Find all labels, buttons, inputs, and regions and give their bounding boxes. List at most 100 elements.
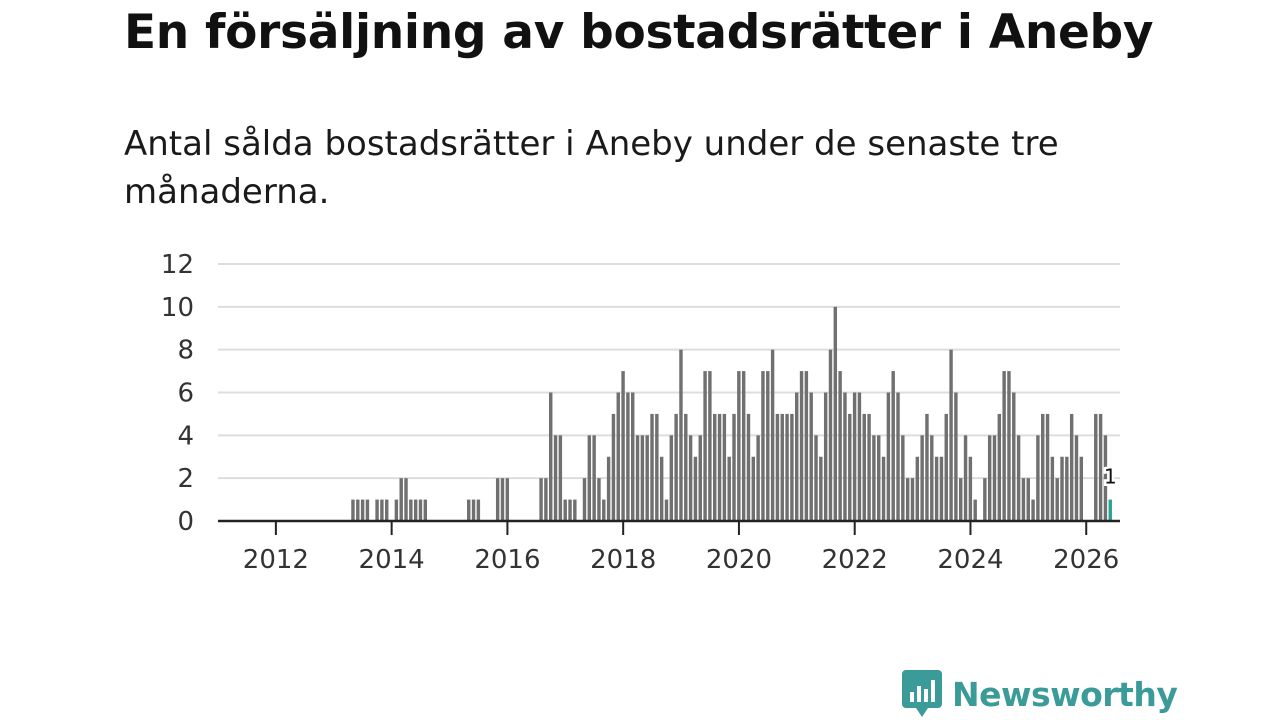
bar [1026,478,1030,521]
bar [939,456,944,521]
bar [746,413,751,521]
x-tick-label: 2014 [359,545,425,575]
bar [756,435,760,521]
bar [741,371,746,521]
bar [1065,456,1069,521]
bar [973,499,977,521]
gridlines [218,263,1120,480]
bar [770,349,775,521]
bar [418,499,423,521]
bar [616,392,620,521]
bar [544,478,548,521]
bar [549,392,553,521]
bar-latest [1108,499,1112,521]
x-tick-label: 2026 [1053,545,1119,575]
bar [819,456,823,521]
newsworthy-bar-icon [902,670,942,717]
y-tick-label: 6 [177,379,194,409]
bar [910,478,915,521]
bar [809,392,813,521]
bar [611,413,616,521]
bar [983,478,987,521]
bar [727,456,731,521]
bar [360,499,365,521]
x-tick-label: 2012 [243,545,309,575]
annotations: 1 [1101,462,1119,491]
bar [785,413,789,521]
bar [500,478,505,521]
bar [804,371,809,521]
bar [404,478,408,521]
bar [934,456,939,521]
bar [843,392,847,521]
bar [380,499,384,521]
bar [1012,392,1016,521]
bar [703,371,707,521]
bar [568,499,572,521]
bar [650,413,654,521]
bar [645,435,649,521]
bar [669,435,674,521]
bar [775,413,780,521]
bar [621,371,625,521]
bar [751,456,756,521]
bar [423,499,428,521]
bar [394,499,399,521]
bar [582,478,587,521]
bar [635,435,640,521]
bar [553,435,558,521]
bar [848,413,852,521]
bar [877,435,881,521]
bar [737,371,741,521]
bar [959,478,963,521]
latest-value-label: 1 [1104,465,1117,489]
bar [385,499,389,521]
bar [867,413,871,521]
bar [872,435,876,521]
logo-text: Newsworthy [952,674,1178,714]
bar [365,499,370,521]
bar [963,435,968,521]
bar [659,456,664,521]
bar [968,456,973,521]
bar [833,306,838,521]
bar [1002,371,1006,521]
bar [1016,435,1021,521]
bar [375,499,379,521]
bar [954,392,958,521]
bar [467,499,471,521]
bar [597,478,601,521]
chart-subtitle: Antal sålda bostadsrätter i Aneby under … [124,124,1059,212]
bar [891,371,895,521]
bar [1079,456,1084,521]
bar [684,413,688,521]
bar [862,413,866,521]
bar [761,371,765,521]
bar [713,413,717,521]
bar [505,478,510,521]
bar [698,435,702,521]
bar [1060,456,1064,521]
bar [823,392,828,521]
bar [886,392,891,521]
y-tick-label: 10 [161,293,194,323]
bar [925,413,929,521]
bar [901,435,905,521]
bar [606,456,611,521]
bar [409,499,413,521]
bar [1041,413,1045,521]
bar [1055,478,1059,521]
bar [688,435,693,521]
bar [930,435,934,521]
y-tick-label: 12 [161,250,194,280]
bar [573,499,577,521]
bar [790,413,794,521]
bar [992,435,997,521]
bar [852,392,857,521]
bar [1036,435,1040,521]
newsworthy-logo: Newsworthy [902,670,1178,718]
bar [828,349,833,521]
x-tick-label: 2016 [474,545,540,575]
bar [495,478,500,521]
